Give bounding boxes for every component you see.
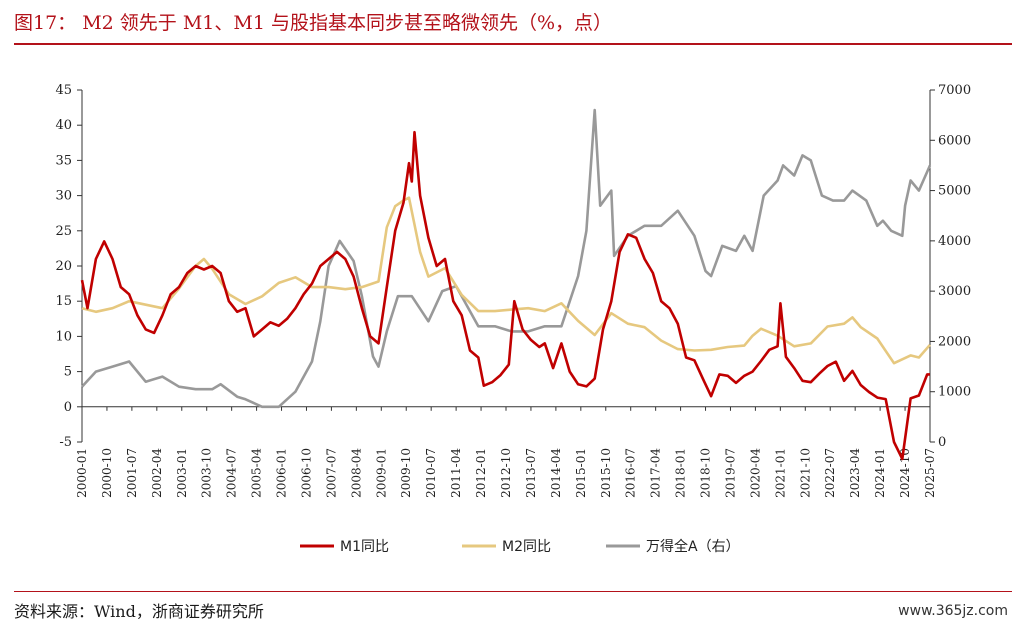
- x-tick-label: 2018-01: [674, 448, 688, 498]
- left-tick-label: 35: [55, 153, 72, 168]
- right-tick-label: 2000: [938, 334, 971, 349]
- source-divider: [14, 591, 1012, 592]
- source-note: 资料来源：Wind，浙商证券研究所: [14, 602, 264, 621]
- x-tick-label: 2017-04: [649, 448, 663, 498]
- left-tick-label: 15: [55, 294, 72, 309]
- x-tick-label: 2015-10: [599, 448, 613, 498]
- x-tick-label: 2009-10: [399, 448, 413, 498]
- watermark: www.365jz.com: [898, 603, 1008, 619]
- right-tick-label: 6000: [938, 133, 971, 148]
- x-tick-label: 2021-01: [773, 448, 787, 498]
- x-tick-label: 2023-04: [848, 448, 862, 498]
- title-divider: [14, 43, 1012, 45]
- x-tick-label: 2000-01: [75, 448, 89, 498]
- x-tick-label: 2012-01: [474, 448, 488, 498]
- legend-label-3: 万得全A（右）: [646, 538, 740, 555]
- x-tick-label: 2008-04: [349, 448, 363, 498]
- x-tick-label: 2000-10: [100, 448, 114, 498]
- legend-label-1: M1同比: [340, 539, 389, 555]
- x-tick-label: 2006-10: [299, 448, 313, 498]
- right-tick-label: 3000: [938, 284, 971, 299]
- left-tick-label: 45: [55, 83, 72, 98]
- x-tick-label: 2003-01: [175, 448, 189, 498]
- right-tick-label: 4000: [938, 234, 971, 249]
- x-tick-label: 2003-10: [200, 448, 214, 498]
- left-tick-label: 0: [64, 400, 72, 415]
- x-tick-label: 2006-01: [275, 448, 289, 498]
- legend-label-2: M2同比: [502, 539, 551, 555]
- x-tick-label: 2002-04: [150, 448, 164, 498]
- left-tick-label: 10: [55, 329, 72, 344]
- right-tick-label: 1000: [938, 385, 971, 400]
- series-line-3: [81, 108, 932, 409]
- right-tick-label: 0: [938, 435, 946, 450]
- x-tick-label: 2025-07: [923, 448, 937, 498]
- left-tick-label: 40: [55, 118, 72, 133]
- x-tick-label: 2010-07: [424, 448, 438, 498]
- series-line-1: [80, 130, 930, 461]
- x-tick-label: 2014-04: [549, 448, 563, 498]
- x-tick-label: 2005-04: [250, 448, 264, 498]
- x-tick-label: 2024-10: [898, 448, 912, 498]
- x-tick-label: 2016-07: [624, 448, 638, 498]
- left-tick-label: -5: [59, 435, 72, 450]
- x-tick-label: 2024-01: [873, 448, 887, 498]
- x-tick-label: 2004-07: [225, 448, 239, 498]
- x-tick-label: 2013-07: [524, 448, 538, 498]
- x-tick-label: 2009-01: [374, 448, 388, 498]
- x-tick-label: 2011-04: [449, 448, 463, 498]
- right-tick-label: 7000: [938, 83, 971, 98]
- series-line-2: [81, 196, 931, 365]
- x-tick-label: 2020-04: [748, 448, 762, 498]
- x-tick-label: 2012-10: [499, 448, 513, 498]
- left-tick-label: 25: [55, 224, 72, 239]
- x-tick-label: 2019-07: [723, 448, 737, 498]
- left-tick-label: 20: [55, 259, 72, 274]
- x-tick-label: 2015-01: [574, 448, 588, 498]
- right-tick-label: 5000: [938, 184, 971, 199]
- x-tick-label: 2022-07: [823, 448, 837, 498]
- chart: -5 0 5 10 15 20 25 30 35 40 45 0 1000 2000 3000 4000 500…: [55, 83, 971, 555]
- x-tick-label: 2021-10: [798, 448, 812, 498]
- x-tick-label: 2001-07: [125, 448, 139, 498]
- x-tick-label: 2018-10: [699, 448, 713, 498]
- left-tick-label: 30: [55, 189, 72, 204]
- left-tick-label: 5: [64, 365, 72, 380]
- figure-title: 图17： M2 领先于 M1、M1 与股指基本同步甚至略微领先（%，点）: [14, 12, 613, 34]
- x-tick-label: 2007-07: [324, 448, 338, 498]
